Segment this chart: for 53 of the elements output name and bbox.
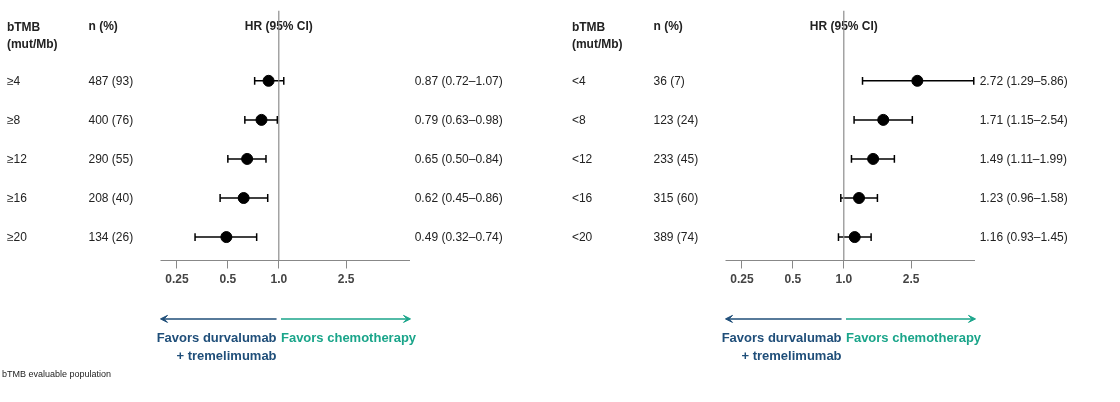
text: 233 (45) [653, 151, 699, 166]
text: Favors durvalumab + tremelimumab [156, 330, 277, 364]
text: 36 (7) [653, 73, 685, 88]
text: Favors chemotherapy [845, 330, 982, 346]
text: Favors chemotherapy [280, 330, 417, 346]
text: 400 (76) [88, 112, 134, 127]
x-tick-label: 0.5 [219, 271, 237, 286]
text: 134 (26) [88, 230, 134, 245]
category-label: <12 [571, 151, 593, 166]
category-label: ≥20 [6, 230, 27, 245]
point [237, 192, 250, 204]
point [262, 74, 275, 87]
category-label: ≥4 [6, 73, 21, 88]
text: bTMB evaluable population [1, 369, 112, 380]
text: 315 (60) [653, 191, 699, 205]
text: 487 (93) [88, 73, 134, 88]
x-tick-label: 2.5 [902, 271, 920, 286]
y-axis-title: bTMB (mut/Mb) [571, 20, 623, 52]
y-axis-title: bTMB (mut/Mb) [6, 20, 58, 52]
chart-title: HR (95% CI) [244, 19, 313, 34]
data-label: 0.49 (0.32–0.74) [414, 230, 503, 245]
category-label: ≥8 [6, 112, 21, 127]
data-label: 1.71 (1.15–2.54) [979, 112, 1068, 127]
text: 123 (24) [653, 112, 699, 127]
point [241, 152, 254, 165]
chart-title: HR (95% CI) [809, 19, 878, 34]
data-label: 2.72 (1.29–5.86) [979, 73, 1068, 88]
data-label: 1.16 (0.93–1.45) [979, 230, 1068, 245]
data-label: 1.23 (0.96–1.58) [979, 191, 1068, 205]
x-tick-label: 2.5 [337, 271, 355, 286]
category-label: <16 [571, 191, 593, 205]
text: 208 (40) [88, 191, 134, 205]
data-label: 1.49 (1.11–1.99) [979, 151, 1067, 166]
point [255, 113, 268, 126]
data-label: 0.87 (0.72–1.07) [414, 73, 503, 88]
text: Favors durvalumab + tremelimumab [721, 330, 842, 364]
x-tick-label: 0.25 [730, 271, 754, 286]
category-label: ≥12 [6, 151, 27, 166]
category-label: <20 [571, 230, 593, 245]
category-label: <8 [571, 112, 586, 127]
data-label: 0.62 (0.45–0.86) [414, 191, 503, 205]
data-label: 0.65 (0.50–0.84) [414, 151, 503, 166]
text: 290 (55) [88, 151, 134, 166]
data-label: 0.79 (0.63–0.98) [414, 112, 503, 127]
category-label: <4 [571, 73, 586, 88]
category-label: ≥16 [6, 191, 27, 205]
text: 389 (74) [653, 230, 699, 245]
text: n (%) [653, 19, 683, 34]
x-tick-label: 1.0 [270, 271, 288, 286]
text: n (%) [88, 19, 118, 34]
x-tick-label: 1.0 [835, 271, 853, 286]
x-tick-label: 0.5 [784, 271, 802, 286]
x-tick-label: 0.25 [165, 271, 189, 286]
